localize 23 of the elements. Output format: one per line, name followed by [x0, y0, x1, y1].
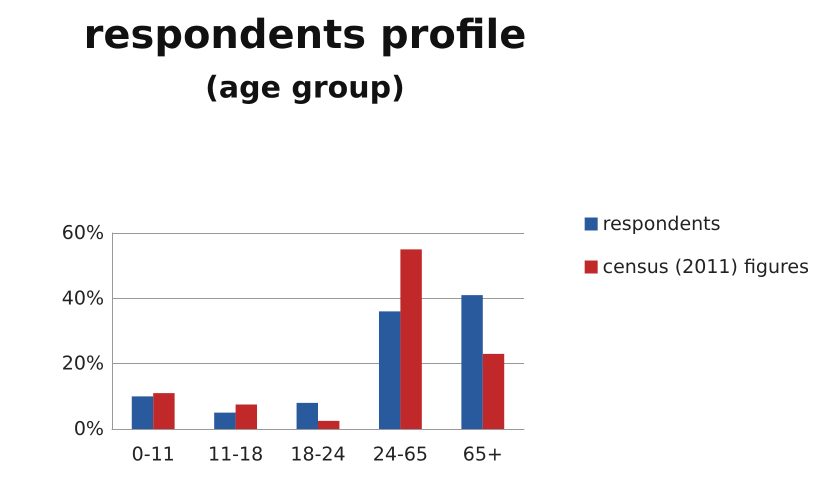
- bar: [318, 420, 340, 429]
- legend-label: census (2011) figures: [602, 256, 809, 278]
- x-tick-label: 18-24: [290, 444, 346, 466]
- y-tick-label: 60%: [62, 222, 104, 244]
- x-tick-label: 24-65: [372, 444, 428, 466]
- y-tick-label: 20%: [62, 352, 104, 375]
- x-tick-label: 0-11: [132, 444, 175, 466]
- bar: [296, 402, 318, 429]
- bar: [132, 396, 154, 429]
- x-tick-label: 11-18: [208, 444, 264, 466]
- bar: [214, 412, 236, 429]
- bar: [153, 393, 175, 429]
- chart-title: respondents profile: [84, 12, 526, 58]
- bar: [461, 295, 483, 429]
- bar: [400, 249, 422, 429]
- bar: [236, 404, 258, 429]
- y-tick-label: 40%: [62, 287, 104, 310]
- x-tick-label: 65+: [462, 444, 503, 466]
- y-tick-label: 0%: [74, 418, 104, 440]
- legend-label: respondents: [602, 213, 721, 235]
- bar: [378, 311, 400, 429]
- bar: [482, 354, 504, 429]
- chart-subtitle: (age group): [205, 70, 405, 106]
